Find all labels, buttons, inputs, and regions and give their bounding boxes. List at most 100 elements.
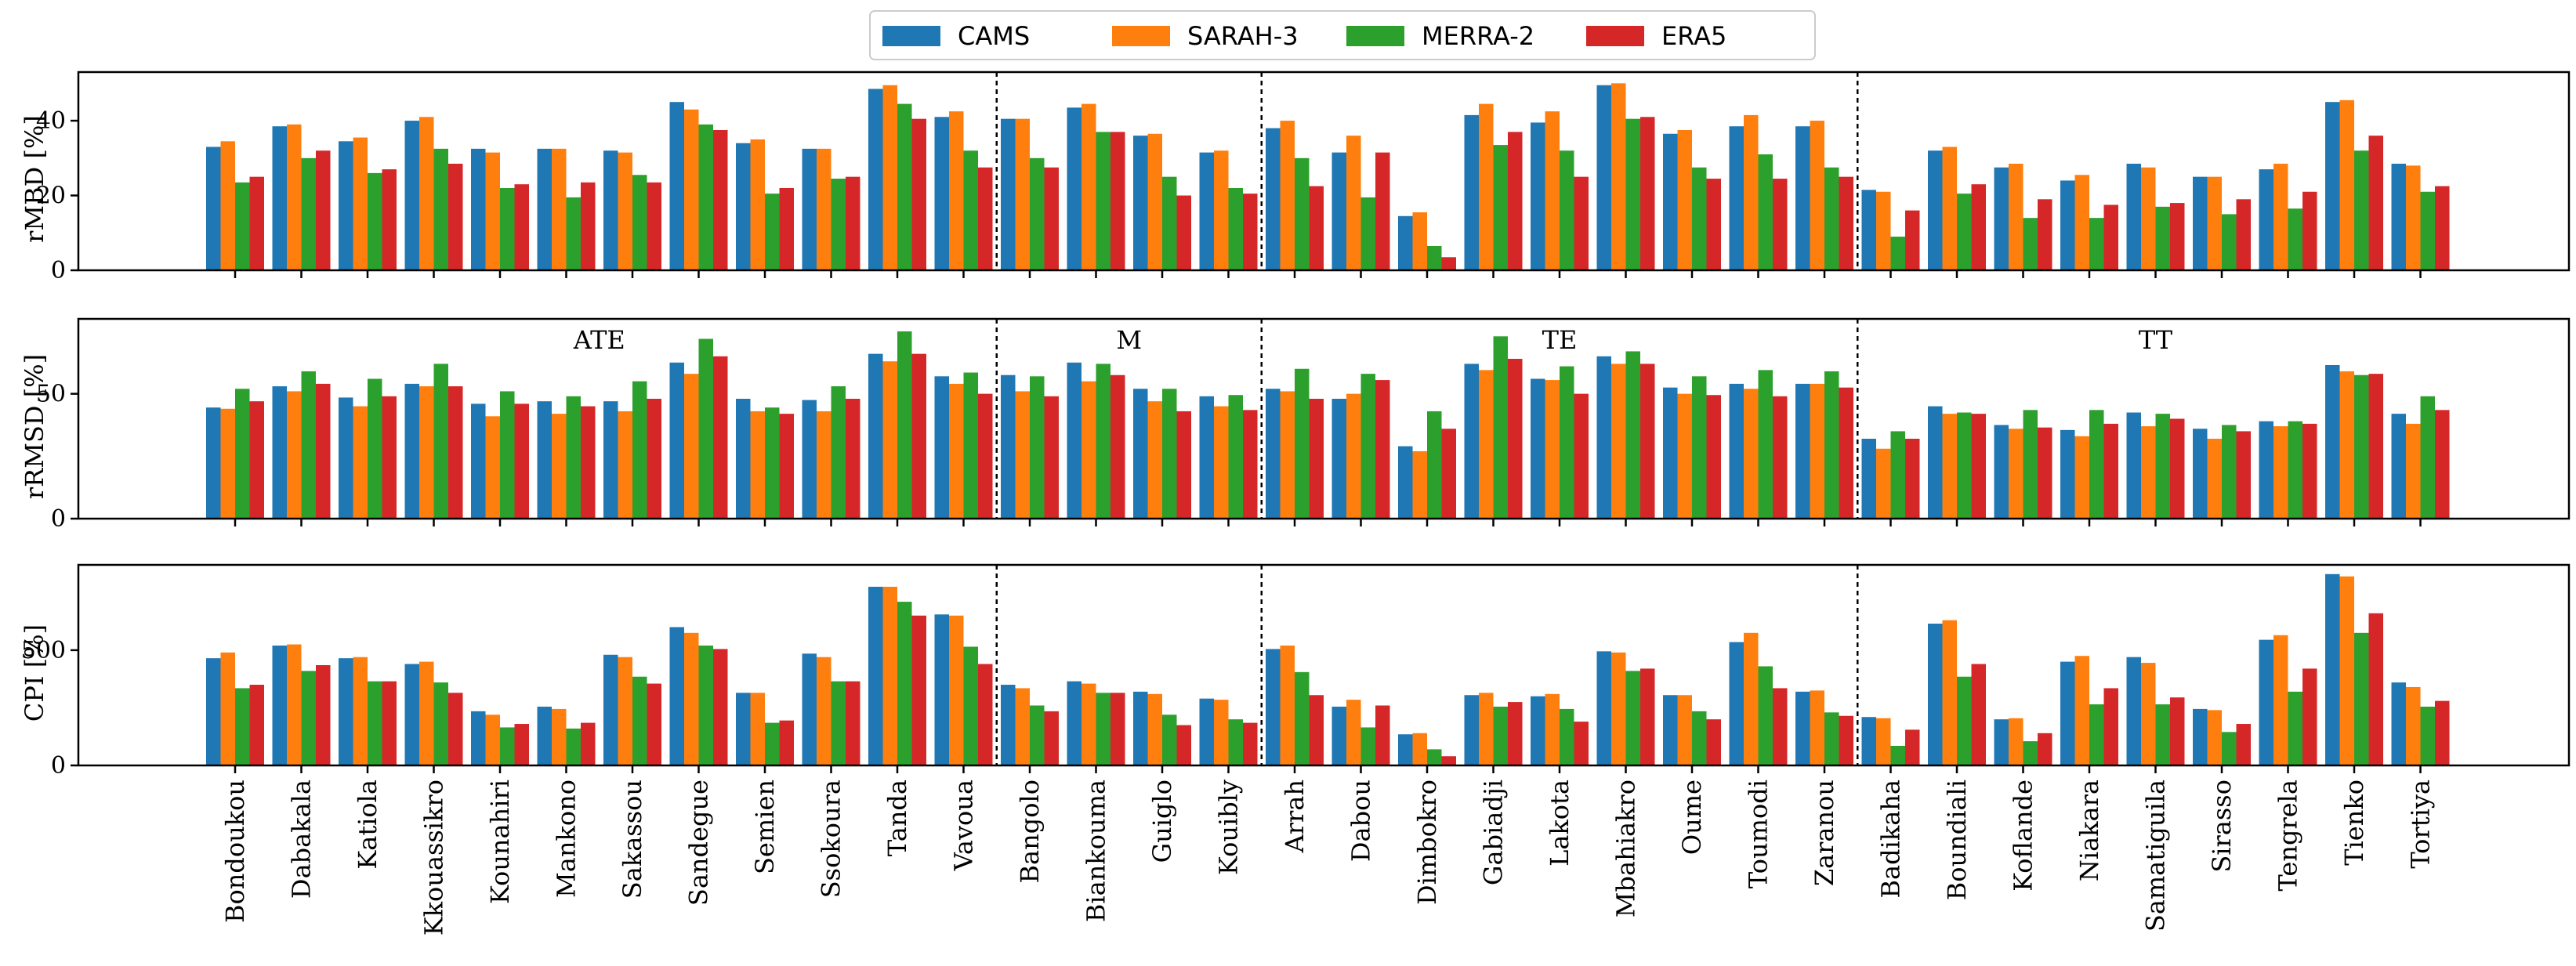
bar-era5-dabakala [316, 150, 331, 270]
bar-sarah-3-koflande [2009, 429, 2023, 519]
bar-sarah-3-tanda [882, 586, 897, 765]
x-label-boundiali: Boundiali [1942, 780, 1972, 900]
bar-cams-sandegue [669, 627, 684, 765]
bar-cams-kkouassikro [404, 664, 419, 765]
bar-cams-kouibly [1199, 152, 1214, 270]
bar-sarah-3-tanda [882, 85, 897, 271]
bar-merra-2-guiglo [1162, 176, 1177, 270]
bar-merra-2-toumodi [1758, 666, 1773, 765]
bar-cams-semien [736, 399, 751, 519]
bar-merra-2-kouibly [1228, 395, 1243, 519]
bar-era5-dabou [1375, 705, 1390, 765]
bar-merra-2-vavoua [963, 372, 978, 519]
bar-era5-bangolo [1044, 396, 1059, 519]
x-label-bondoukou: Bondoukou [220, 780, 250, 923]
group-label-m: M [1116, 325, 1142, 355]
bar-cams-toumodi [1729, 642, 1744, 765]
bar-sarah-3-vavoua [949, 111, 964, 270]
bar-cams-semien [736, 143, 751, 270]
y-tick-label: 500 [21, 637, 66, 664]
bar-sarah-3-arrah [1280, 121, 1295, 270]
bar-merra-2-kounahiri [500, 391, 515, 519]
bar-merra-2-samatiguila [2155, 206, 2170, 270]
bar-era5-bondoukou [249, 685, 264, 765]
bar-sarah-3-mbahiakro [1611, 83, 1626, 270]
bar-era5-vavoua [978, 393, 993, 519]
bar-merra-2-tienko [2354, 632, 2369, 765]
bar-cams-lakota [1531, 378, 1545, 519]
bar-sarah-3-dabou [1346, 136, 1361, 270]
x-label-arrah: Arrah [1280, 780, 1310, 853]
bars [206, 331, 2450, 519]
bar-era5-biankouma [1110, 132, 1125, 270]
bar-cams-bangolo [1001, 374, 1016, 519]
bar-merra-2-tienko [2354, 150, 2369, 270]
bar-cams-vavoua [934, 376, 949, 519]
bar-sarah-3-semien [750, 693, 765, 765]
bar-merra-2-boundiali [1957, 412, 1972, 519]
bar-merra-2-sirasso [2222, 425, 2237, 519]
bar-sarah-3-vavoua [949, 383, 964, 519]
bar-era5-sandegue [713, 649, 728, 765]
bar-merra-2-arrah [1295, 368, 1310, 519]
bar-sarah-3-zaranou [1810, 690, 1824, 765]
bar-merra-2-semien [765, 722, 780, 765]
bar-merra-2-mbahiakro [1625, 671, 1640, 765]
bar-sarah-3-gabiadji [1479, 693, 1494, 765]
bar-sarah-3-bondoukou [220, 141, 235, 270]
bar-merra-2-tanda [897, 103, 912, 270]
bar-era5-samatiguila [2170, 697, 2185, 765]
bar-merra-2-mbahiakro [1625, 118, 1640, 270]
bar-merra-2-semien [765, 194, 780, 270]
bar-era5-sakassou [647, 399, 661, 519]
bar-sarah-3-kkouassikro [419, 386, 434, 519]
bar-cams-sandegue [669, 102, 684, 270]
bar-cams-dabakala [272, 386, 287, 519]
legend-label-merra-2: MERRA-2 [1422, 21, 1534, 51]
bar-era5-semien [779, 720, 794, 765]
group-label-te: TE [1542, 325, 1578, 355]
bar-era5-biankouma [1110, 693, 1125, 765]
x-label-dabakala: Dabakala [287, 780, 317, 899]
bar-merra-2-tengrela [2288, 421, 2302, 519]
bar-merra-2-lakota [1560, 150, 1574, 270]
bar-merra-2-kouibly [1228, 187, 1243, 270]
bar-era5-ssokoura [846, 399, 860, 519]
bar-merra-2-arrah [1295, 671, 1310, 765]
bar-cams-bondoukou [206, 407, 221, 519]
bar-era5-niakara [2103, 423, 2118, 519]
bar-sarah-3-guiglo [1147, 133, 1162, 270]
bar-era5-katiola [382, 681, 397, 765]
bar-era5-guiglo [1176, 725, 1191, 765]
bar-cams-mankono [537, 706, 552, 765]
bar-cams-tienko [2325, 102, 2340, 270]
bar-cams-ssokoura [802, 148, 817, 270]
bar-era5-zaranou [1839, 176, 1853, 270]
bar-era5-vavoua [978, 664, 993, 765]
bar-sarah-3-vavoua [949, 615, 964, 765]
bar-merra-2-boundiali [1957, 194, 1972, 270]
bar-sarah-3-arrah [1280, 391, 1295, 519]
bar-sarah-3-arrah [1280, 645, 1295, 765]
x-label-niakara: Niakara [2074, 780, 2104, 881]
bar-cams-niakara [2060, 661, 2075, 765]
bar-cams-badikaha [1861, 717, 1876, 765]
bar-sarah-3-niakara [2074, 656, 2089, 765]
bar-era5-gabiadji [1508, 359, 1523, 519]
bar-merra-2-katiola [368, 378, 382, 519]
bar-cams-oume [1663, 133, 1678, 270]
bar-era5-oume [1706, 719, 1721, 765]
bar-cams-kounahiri [471, 711, 486, 765]
bar-cams-tienko [2325, 573, 2340, 765]
bar-merra-2-samatiguila [2155, 414, 2170, 519]
bar-cams-vavoua [934, 614, 949, 765]
bar-cams-zaranou [1795, 126, 1810, 270]
bar-era5-lakota [1574, 393, 1589, 519]
bar-cams-mbahiakro [1596, 651, 1611, 765]
legend-swatch-cams [882, 26, 940, 46]
bar-era5-mankono [581, 406, 596, 519]
bar-era5-ssokoura [846, 681, 860, 765]
bar-cams-koflande [1994, 425, 2009, 519]
bar-merra-2-dabakala [301, 671, 316, 765]
bar-merra-2-dabakala [301, 157, 316, 270]
